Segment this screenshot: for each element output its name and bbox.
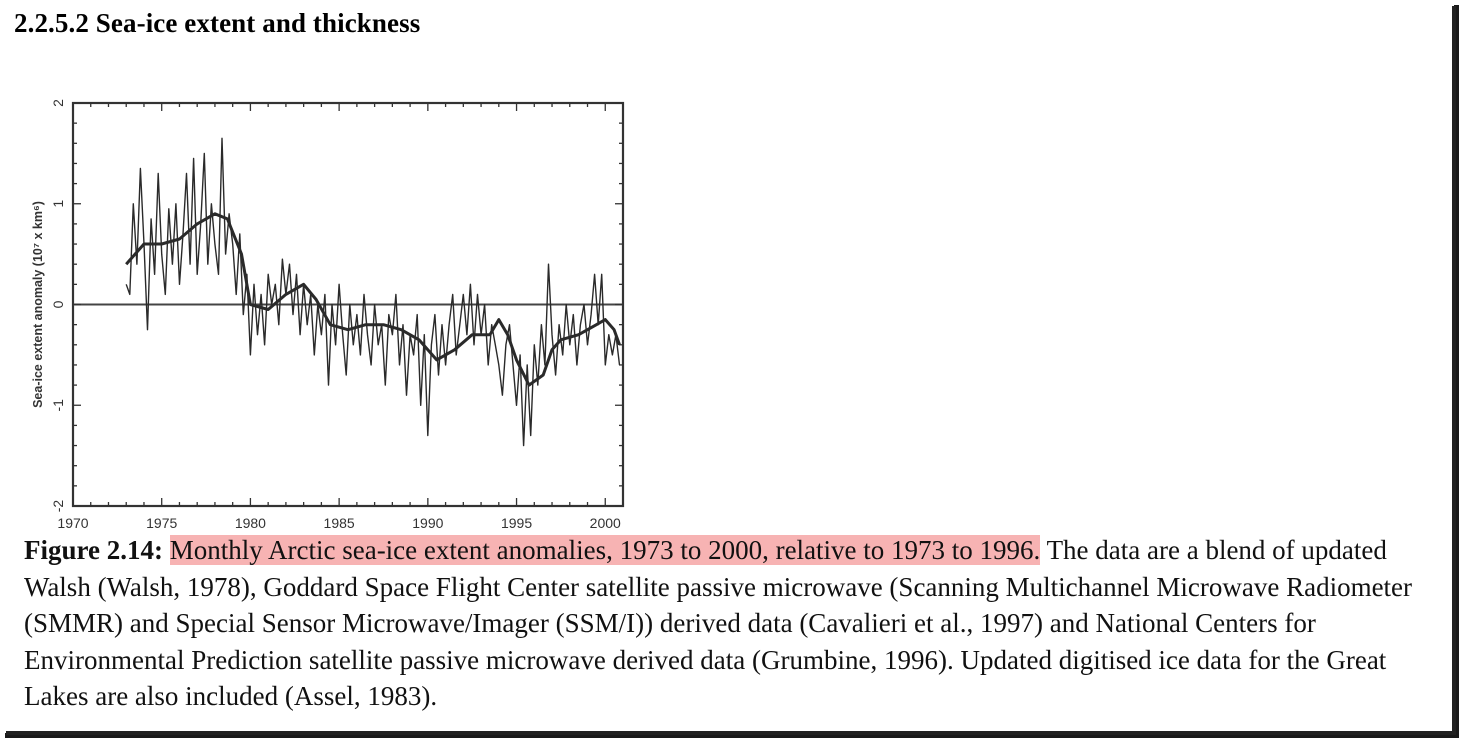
section-heading: 2.2.5.2 Sea-ice extent and thickness — [14, 8, 421, 38]
y-tick-label: 1 — [50, 200, 66, 208]
x-tick-label: 1985 — [324, 515, 355, 531]
x-tick-label: 1975 — [146, 515, 177, 531]
x-tick-label: 1990 — [412, 515, 443, 531]
sea-ice-chart: 1970 1975 1980 1985 1990 1995 2000 2 1 0 -1 -2 Sea-i… — [31, 99, 625, 531]
monthly-series-line — [125, 137, 621, 447]
x-tick-label: 1980 — [235, 515, 266, 531]
smoothed-series-line — [125, 212, 621, 387]
y-tick-label: -1 — [50, 399, 66, 412]
y-tick-label: 0 — [50, 300, 66, 308]
caption-label: Figure 2.14: — [24, 535, 163, 565]
x-tick-label: 2000 — [590, 515, 621, 531]
y-tick-label: -2 — [50, 500, 66, 513]
figure-caption: Figure 2.14: Monthly Arctic sea-ice exte… — [24, 532, 1444, 715]
y-axis-label: Sea-ice extent anomaly (10⁷ x km⁶) — [31, 201, 45, 408]
y-tick-label: 2 — [50, 99, 66, 107]
frame-shadow-right — [1452, 6, 1456, 735]
document-frame — [0, 0, 1454, 733]
x-tick-label: 1970 — [57, 515, 88, 531]
caption-highlight: Monthly Arctic sea-ice extent anomalies,… — [169, 535, 1041, 565]
frame-shadow-bottom — [6, 731, 1456, 735]
caption-body: The data are a blend of updated Walsh (W… — [24, 535, 1413, 712]
x-tick-label: 1995 — [501, 515, 532, 531]
